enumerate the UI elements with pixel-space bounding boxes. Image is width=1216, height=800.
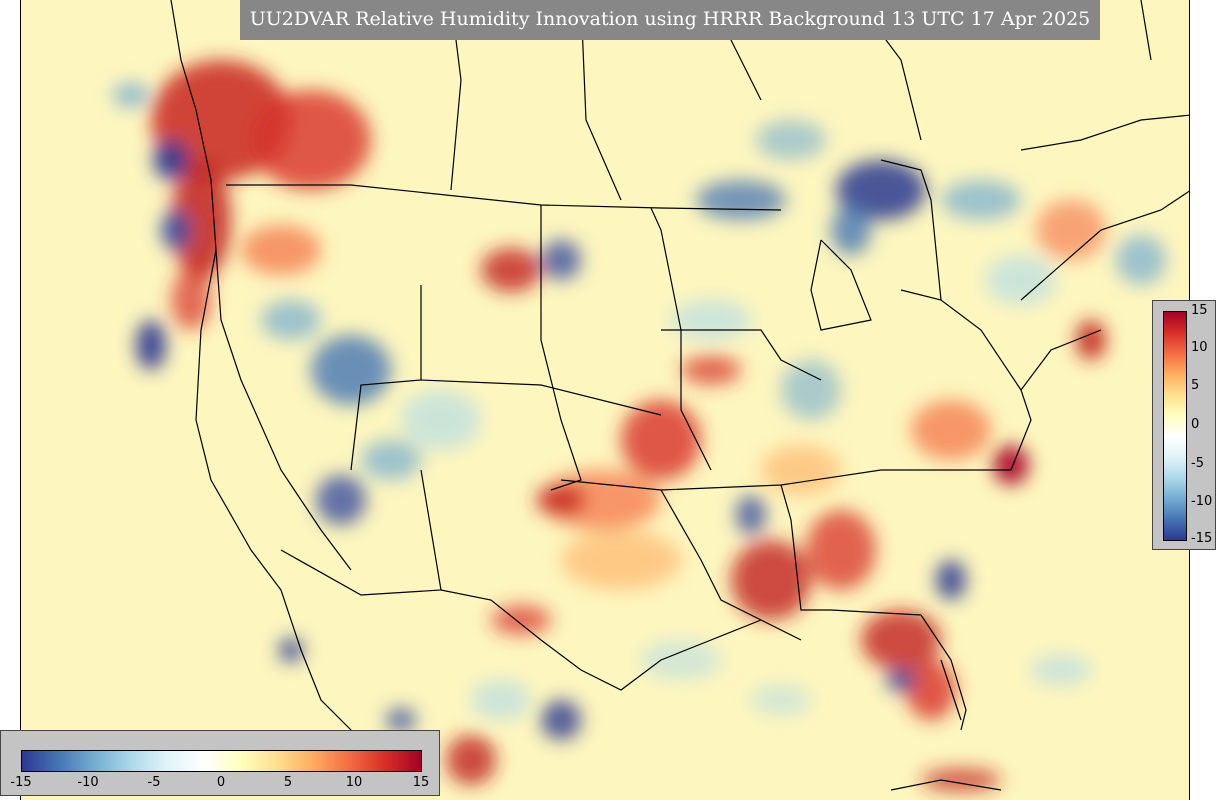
vertical-colorbar-tick: -15	[1191, 531, 1213, 546]
horizontal-colorbar-tick: 15	[412, 775, 430, 790]
horizontal-colorbar-tick: 5	[283, 775, 293, 790]
vertical-colorbar-tick: 5	[1191, 378, 1200, 393]
vertical-colorbar-tick: -5	[1191, 456, 1204, 471]
map-panel	[20, 0, 1190, 800]
vertical-colorbar-tick: -10	[1191, 494, 1213, 509]
map-title: UU2DVAR Relative Humidity Innovation usi…	[240, 0, 1100, 40]
horizontal-colorbar-tick: -5	[147, 775, 161, 790]
vertical-colorbar-tick: 15	[1191, 303, 1208, 318]
horizontal-colorbar-tick: 0	[216, 775, 226, 790]
vertical-colorbar-tick: 0	[1191, 417, 1200, 432]
horizontal-colorbar-tick: -15	[10, 775, 32, 790]
vertical-colorbar-tick: 10	[1191, 340, 1208, 355]
horizontal-colorbar-tick: 10	[345, 775, 363, 790]
map-boundaries	[170, 0, 1189, 791]
innovation-field	[113, 60, 1166, 792]
horizontal-colorbar-tick: -10	[77, 775, 99, 790]
humidity-innovation-map	[21, 0, 1189, 800]
vertical-colorbar: 15 10 5 0 -5 -10 -15	[1152, 300, 1216, 550]
vertical-colorbar-gradient	[1163, 311, 1187, 541]
horizontal-colorbar-gradient	[21, 750, 422, 772]
horizontal-colorbar: -15 -10 -5 0 5 10 15	[0, 730, 440, 796]
